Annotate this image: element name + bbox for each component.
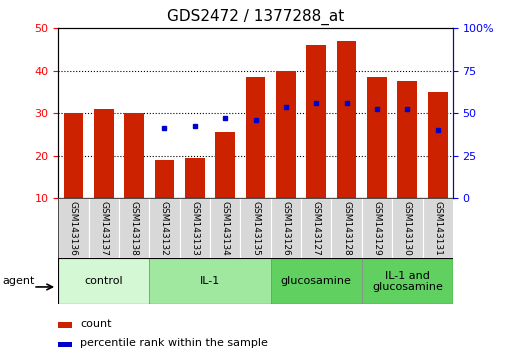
Bar [276,71,295,198]
Bar [58,258,149,304]
Bar [64,113,83,198]
Text: GSM143137: GSM143137 [99,201,108,256]
Text: GSM143133: GSM143133 [190,201,199,256]
Text: GSM143129: GSM143129 [372,201,381,256]
Bar [149,258,270,304]
Bar [367,77,386,198]
Text: IL-1: IL-1 [199,276,220,286]
Bar [397,81,417,198]
Text: control: control [84,276,123,286]
Bar [427,92,447,198]
Text: GSM143132: GSM143132 [160,201,169,256]
Bar [361,258,452,304]
Bar [306,45,326,198]
Text: glucosamine: glucosamine [280,276,351,286]
Text: GDS2472 / 1377288_at: GDS2472 / 1377288_at [167,9,343,25]
Text: GSM143138: GSM143138 [129,201,138,256]
Bar [245,77,265,198]
Bar [119,198,149,258]
Bar [391,198,422,258]
Bar [149,198,179,258]
Bar [336,41,356,198]
Text: agent: agent [3,276,35,286]
Bar [270,258,361,304]
Text: GSM143128: GSM143128 [341,201,350,256]
Text: GSM143131: GSM143131 [432,201,441,256]
Text: GSM143135: GSM143135 [250,201,260,256]
Bar [331,198,361,258]
Bar [215,132,235,198]
Text: GSM143134: GSM143134 [220,201,229,256]
Bar [210,198,240,258]
Bar [58,342,72,347]
Text: GSM143126: GSM143126 [281,201,290,256]
Bar [179,198,210,258]
Bar [58,198,88,258]
Bar [240,198,270,258]
Text: count: count [80,319,111,329]
Bar [94,109,114,198]
Bar [124,113,144,198]
Text: GSM143127: GSM143127 [311,201,320,256]
Text: percentile rank within the sample: percentile rank within the sample [80,338,267,348]
Bar [270,198,300,258]
Text: GSM143136: GSM143136 [69,201,78,256]
Bar [300,198,331,258]
Text: GSM143130: GSM143130 [402,201,411,256]
Bar [422,198,452,258]
Bar [88,198,119,258]
Bar [185,158,204,198]
Text: IL-1 and
glucosamine: IL-1 and glucosamine [371,270,442,292]
Bar [58,322,72,328]
Bar [361,198,391,258]
Bar [155,160,174,198]
